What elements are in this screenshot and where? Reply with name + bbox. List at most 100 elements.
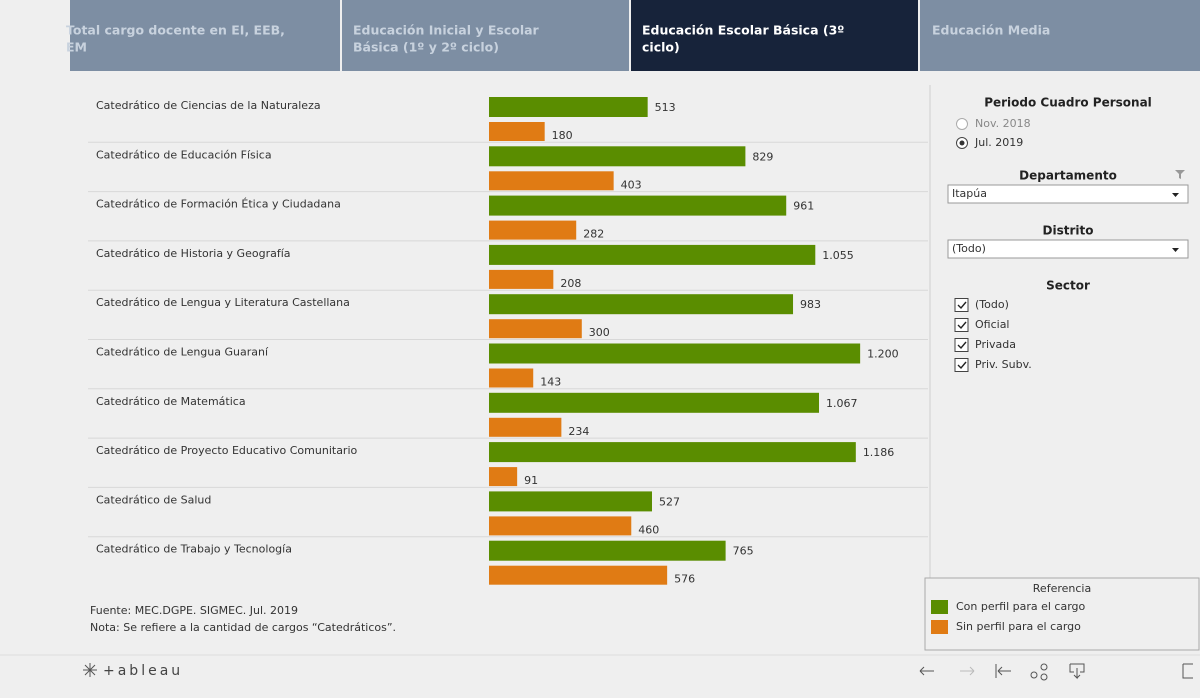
category-label: Catedrático de Ciencias de la Naturaleza xyxy=(96,99,321,112)
category-label: Catedrático de Historia y Geografía xyxy=(96,247,291,260)
data-label: 1.055 xyxy=(822,249,854,262)
data-label: 829 xyxy=(752,150,773,163)
data-label: 1.067 xyxy=(826,397,858,410)
category-label: Catedrático de Salud xyxy=(96,493,211,506)
data-label: 282 xyxy=(583,228,604,241)
bar xyxy=(489,540,726,561)
data-label: 403 xyxy=(621,178,642,191)
checkbox[interactable] xyxy=(954,318,969,332)
tab[interactable] xyxy=(70,0,340,71)
bar xyxy=(489,269,554,289)
bar xyxy=(489,220,577,240)
tab-label: Educación Inicial y Escolar xyxy=(353,23,540,38)
dropdown-arrow xyxy=(1172,193,1179,197)
checkbox[interactable] xyxy=(954,358,969,372)
dropdown-value: (Todo) xyxy=(952,242,986,255)
checkmark xyxy=(957,361,967,370)
category-label: Catedrático de Proyecto Educativo Comuni… xyxy=(96,444,358,457)
tab-label: Total cargo docente en EI, EEB, xyxy=(66,23,285,38)
legend-label: Con perfil para el cargo xyxy=(956,600,1086,613)
tab-label: EM xyxy=(66,40,87,55)
data-label: 513 xyxy=(655,101,676,114)
tab[interactable] xyxy=(920,0,1200,71)
filter-title: Departamento xyxy=(1019,169,1117,183)
legend-title: Referencia xyxy=(1033,582,1091,595)
checkmark xyxy=(957,321,967,330)
note: Nota: Se refiere a la cantidad de cargos… xyxy=(90,621,396,634)
bar xyxy=(489,516,632,536)
bar xyxy=(489,442,856,463)
checkbox[interactable] xyxy=(954,338,969,352)
data-label: 143 xyxy=(540,376,561,389)
bar xyxy=(489,392,820,413)
checkbox-label: Priv. Subv. xyxy=(975,358,1032,371)
checkmark xyxy=(957,341,967,350)
checkbox-label: Privada xyxy=(975,338,1016,351)
data-label: 460 xyxy=(638,523,659,536)
tab-label: Educación Media xyxy=(932,23,1050,38)
tab[interactable] xyxy=(342,0,629,71)
bar xyxy=(489,343,861,364)
category-label: Catedrático de Trabajo y Tecnología xyxy=(96,543,292,556)
bar xyxy=(489,97,648,117)
bar xyxy=(489,195,787,216)
bar xyxy=(489,122,545,141)
checkbox-label: (Todo) xyxy=(975,298,1009,311)
radio-label: Nov. 2018 xyxy=(975,117,1031,130)
data-label: 961 xyxy=(793,200,814,213)
data-label: 983 xyxy=(800,298,821,311)
tab-active[interactable] xyxy=(631,0,918,71)
dropdown-value: Itapúa xyxy=(952,187,987,200)
category-label: Catedrático de Matemática xyxy=(96,395,246,408)
filter-title: Periodo Cuadro Personal xyxy=(984,96,1152,110)
bar xyxy=(489,417,562,437)
brand: +ableau xyxy=(103,663,183,679)
data-label: 527 xyxy=(659,495,680,508)
data-label: 208 xyxy=(560,277,581,290)
bar xyxy=(489,244,816,265)
radio[interactable] xyxy=(956,118,968,130)
bar xyxy=(489,491,652,512)
category-label: Catedrático de Lengua Guaraní xyxy=(96,346,269,359)
bar xyxy=(489,319,582,339)
data-label: 765 xyxy=(733,545,754,558)
data-label: 234 xyxy=(568,425,589,438)
legend-label: Sin perfil para el cargo xyxy=(956,620,1081,633)
checkbox-label: Oficial xyxy=(975,318,1010,331)
dropdown-arrow xyxy=(1172,248,1179,252)
data-label: 576 xyxy=(674,573,695,586)
toolbar-icons[interactable] xyxy=(919,663,1193,681)
checkmark xyxy=(957,301,967,310)
tab-label: ciclo) xyxy=(642,40,680,55)
dropdown[interactable] xyxy=(947,239,1189,259)
bar xyxy=(489,294,794,315)
bar xyxy=(489,467,518,487)
checkbox[interactable] xyxy=(954,298,969,312)
radio-label: Jul. 2019 xyxy=(974,136,1023,149)
tableau-logo xyxy=(83,663,97,677)
filter-icon[interactable] xyxy=(1175,170,1185,179)
source: Fuente: MEC.DGPE. SIGMEC. Jul. 2019 xyxy=(90,604,298,617)
legend-swatch xyxy=(931,620,948,634)
tab-label: Básica (1º y 2º ciclo) xyxy=(353,40,499,55)
bar xyxy=(489,565,668,585)
legend xyxy=(924,577,1200,651)
bar xyxy=(489,146,746,167)
filter-title: Sector xyxy=(1046,279,1090,293)
legend-swatch xyxy=(931,600,948,614)
dropdown[interactable] xyxy=(947,184,1189,204)
radio-dot xyxy=(959,140,965,146)
bar xyxy=(489,171,614,191)
category-label: Catedrático de Educación Física xyxy=(96,148,272,161)
data-label: 1.200 xyxy=(867,348,899,361)
data-label: 91 xyxy=(524,474,538,487)
tab-label: Educación Escolar Básica (3º xyxy=(642,23,844,38)
data-label: 300 xyxy=(589,326,610,339)
data-label: 180 xyxy=(552,129,573,142)
bar xyxy=(489,368,534,388)
category-label: Catedrático de Lengua y Literatura Caste… xyxy=(96,296,350,309)
data-label: 1.186 xyxy=(863,446,895,459)
filter-title: Distrito xyxy=(1043,224,1094,238)
category-label: Catedrático de Formación Ética y Ciudada… xyxy=(96,198,341,211)
